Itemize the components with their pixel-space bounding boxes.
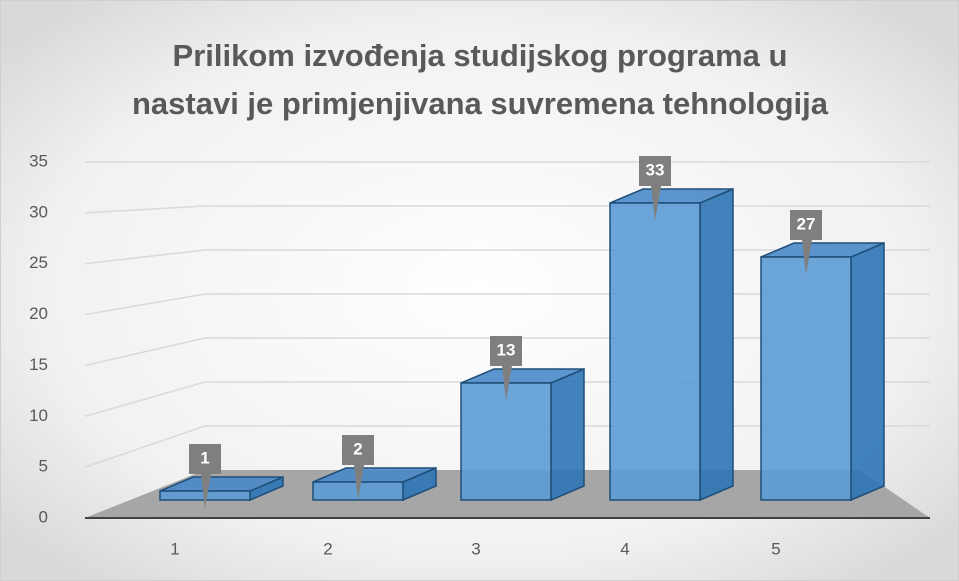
data-label-box — [490, 336, 522, 401]
bar-side — [550, 367, 585, 502]
y-tick-label: 25 — [29, 253, 48, 272]
bar-front — [460, 382, 552, 501]
y-tick-label: 35 — [29, 151, 48, 170]
y-tick-label: 0 — [39, 507, 48, 526]
data-label: 13 — [497, 340, 516, 359]
data-label: 2 — [353, 439, 362, 458]
y-tick-label: 5 — [39, 457, 48, 476]
bar-front — [760, 256, 852, 501]
data-label-box — [189, 444, 221, 509]
chart-title: nastavi je primjenjivana suvremena tehno… — [132, 86, 829, 121]
x-tick-label: 3 — [471, 539, 480, 558]
data-label-box — [342, 435, 374, 500]
bar — [760, 241, 885, 502]
bar-front — [609, 202, 701, 501]
data-label: 1 — [200, 448, 209, 467]
x-tick-label: 1 — [170, 539, 179, 558]
y-tick-label: 30 — [29, 202, 48, 221]
data-label-box — [790, 210, 822, 275]
data-label: 33 — [646, 160, 665, 179]
x-tick-label: 2 — [323, 539, 332, 558]
y-tick-label: 15 — [29, 355, 48, 374]
x-tick-label: 4 — [620, 539, 629, 558]
x-tick-label: 5 — [771, 539, 780, 558]
bar-side — [699, 187, 734, 502]
bar — [609, 187, 734, 502]
data-label-box — [639, 156, 671, 221]
y-tick-label: 20 — [29, 304, 48, 323]
bar-side — [850, 241, 885, 502]
data-label: 27 — [797, 214, 816, 233]
bar — [460, 367, 585, 502]
chart-title: Prilikom izvođenja studijskog programa u — [173, 38, 788, 73]
y-tick-label: 10 — [29, 406, 48, 425]
